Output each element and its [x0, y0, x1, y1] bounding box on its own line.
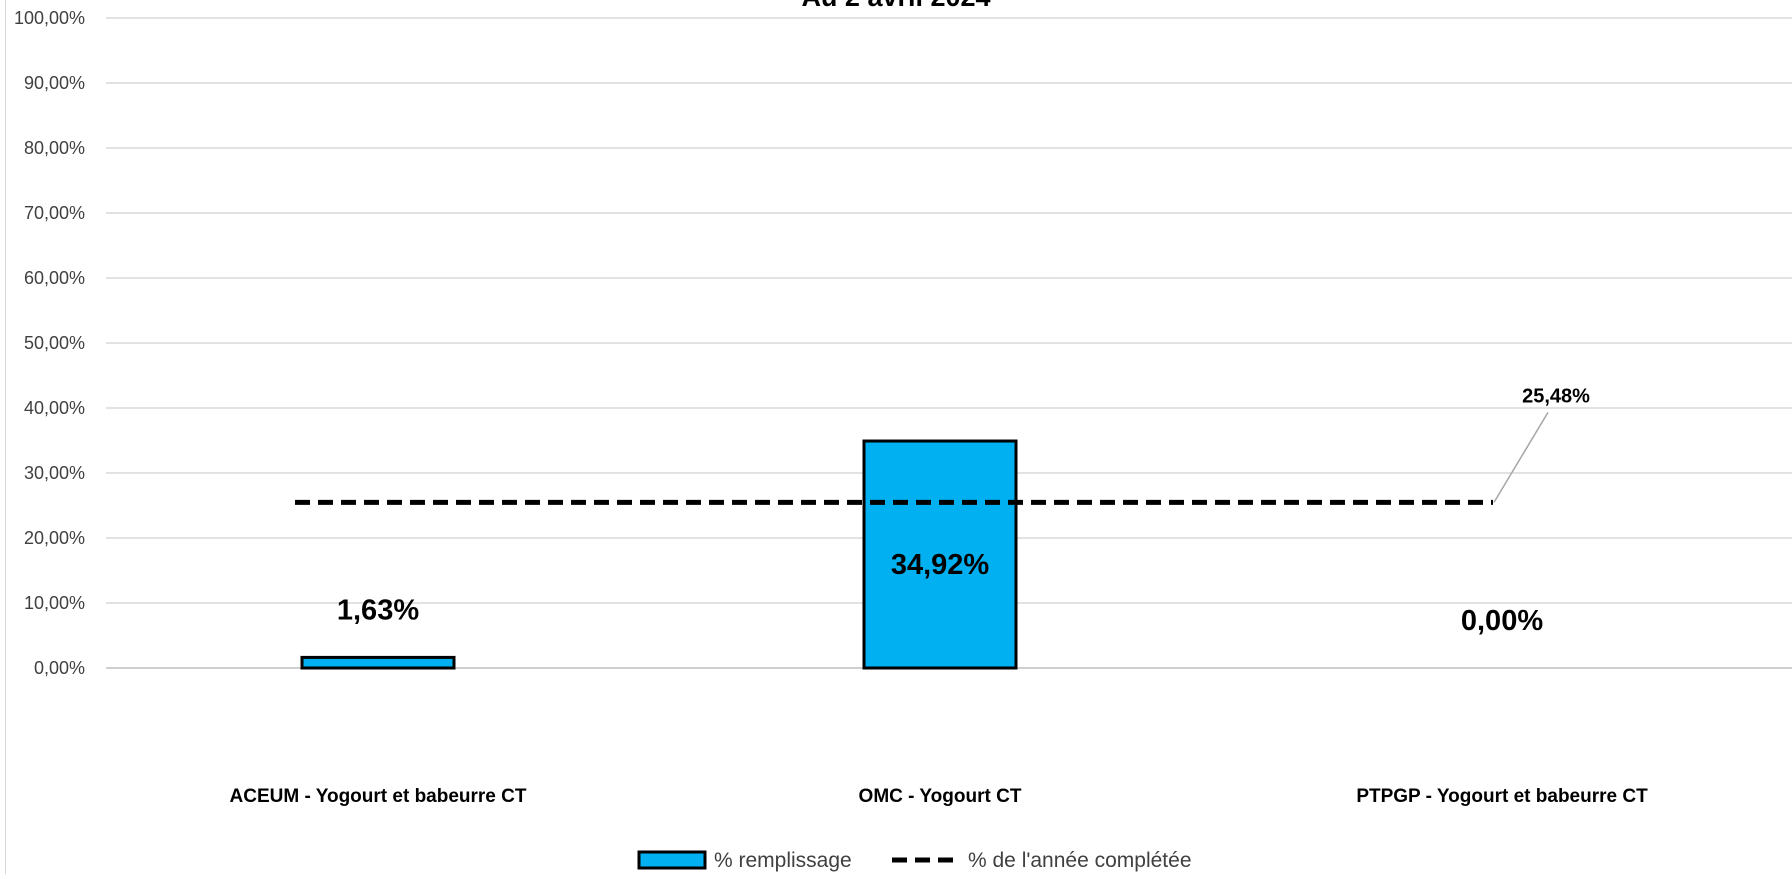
y-tick-label: 70,00% — [24, 203, 85, 223]
bars — [300, 439, 1018, 670]
data-labels: 1,63% 34,92% 0,00% 25,48% — [337, 385, 1590, 637]
x-category-label: ACEUM - Yogourt et babeurre CT — [230, 786, 527, 807]
legend-bar-label: % remplissage — [714, 849, 852, 872]
legend-bar-swatch — [637, 850, 707, 870]
bar — [300, 655, 456, 670]
bar-value-label: 34,92% — [891, 549, 990, 581]
bar — [862, 439, 1018, 670]
legend-line-label: % de l'année complétée — [968, 849, 1192, 872]
leader-line — [1493, 411, 1549, 503]
y-tick-label: 50,00% — [24, 333, 85, 353]
line-end-label: 25,48% — [1522, 385, 1590, 407]
y-tick-label: 100,00% — [14, 8, 85, 28]
bar-value-label: 0,00% — [1461, 605, 1543, 637]
y-tick-label: 90,00% — [24, 73, 85, 93]
x-category-label: PTPGP - Yogourt et babeurre CT — [1356, 786, 1648, 807]
year-completed-line — [295, 411, 1549, 505]
y-tick-label: 20,00% — [24, 528, 85, 548]
chart-title: Au 2 avril 2024 — [0, 0, 1792, 13]
x-category-label: OMC - Yogourt CT — [859, 786, 1022, 807]
y-tick-label: 80,00% — [24, 138, 85, 158]
legend: % remplissage % de l'année complétée — [637, 849, 1192, 872]
x-axis-category-labels: ACEUM - Yogourt et babeurre CT OMC - Yogo… — [230, 786, 1649, 807]
gridlines — [106, 17, 1792, 669]
chart-frame-border — [5, 0, 6, 874]
y-tick-label: 40,00% — [24, 398, 85, 418]
bar-value-label: 1,63% — [337, 594, 419, 626]
y-tick-label: 0,00% — [34, 658, 85, 678]
y-tick-label: 10,00% — [24, 593, 85, 613]
y-axis-tick-labels: 0,00% 10,00% 20,00% 30,00% 40,00% 50,00% 60,00… — [14, 8, 85, 678]
y-tick-label: 60,00% — [24, 268, 85, 288]
y-tick-label: 30,00% — [24, 463, 85, 483]
